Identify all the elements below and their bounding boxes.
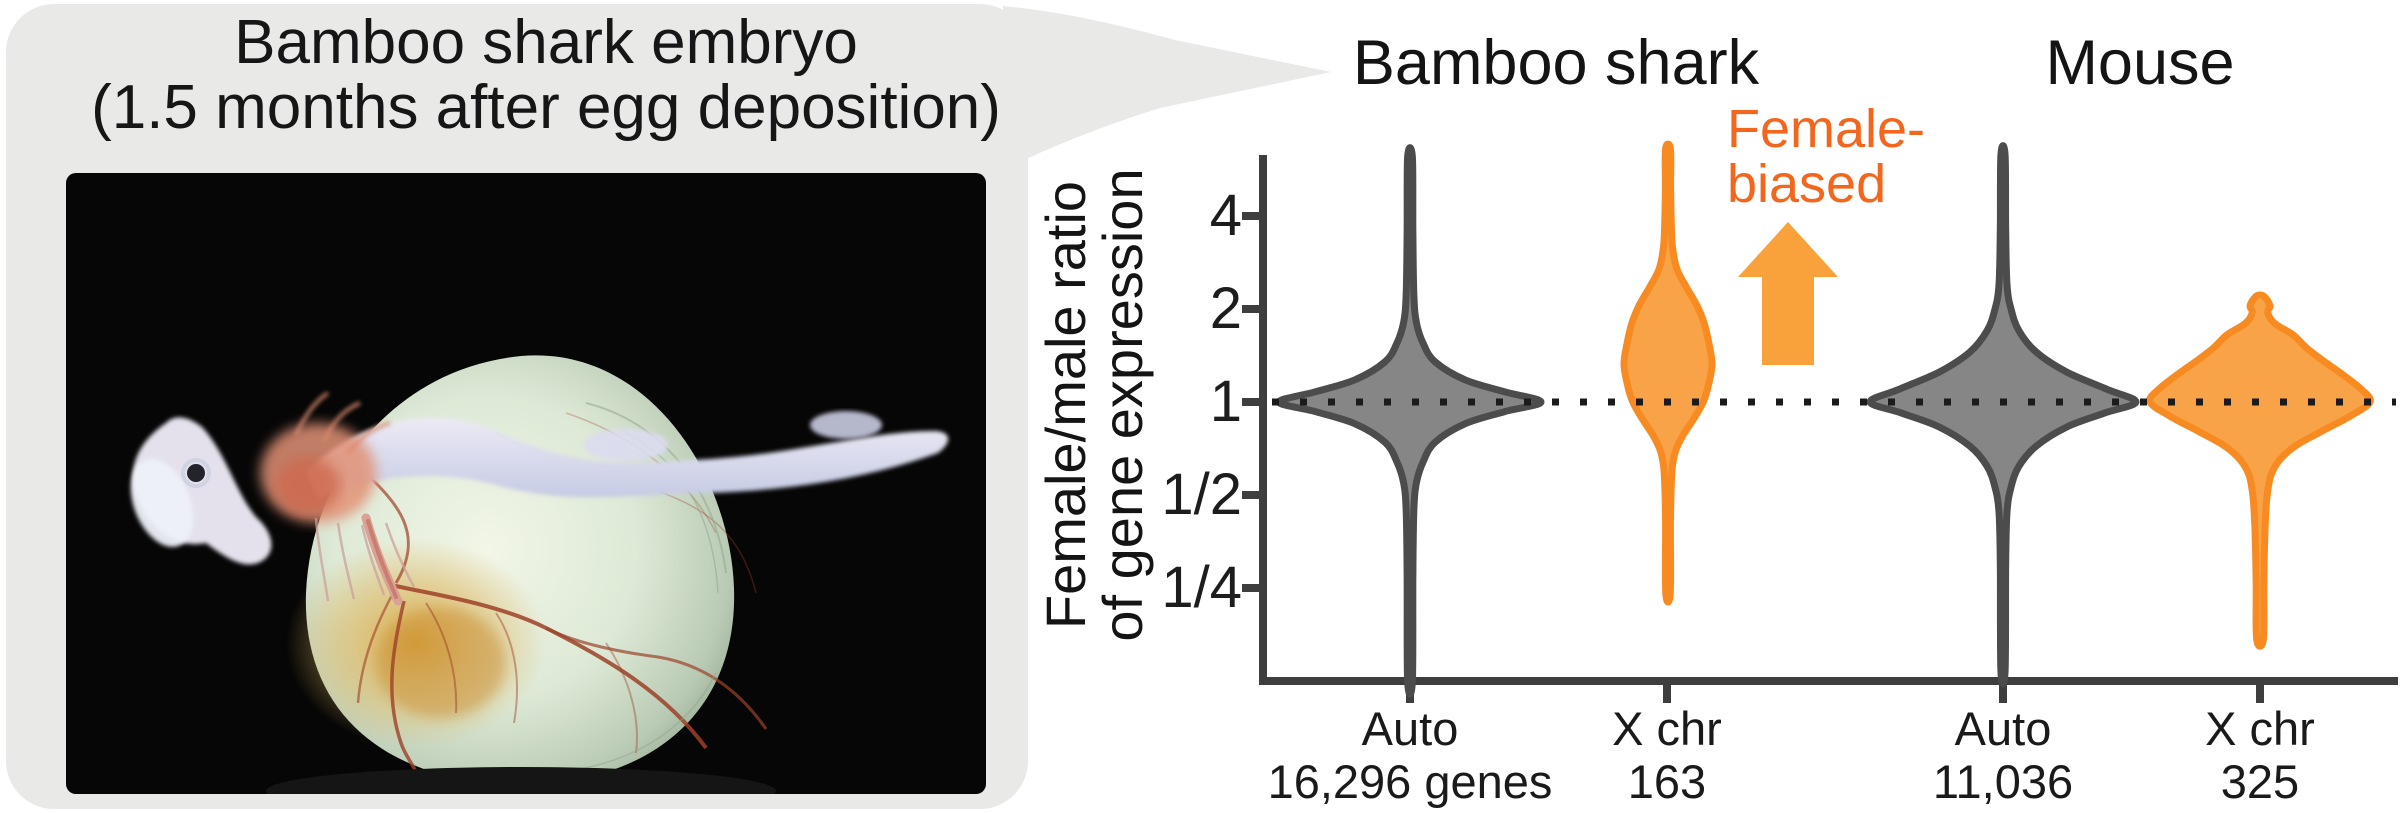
chart-title-mouse: Mouse: [2045, 28, 2235, 98]
yolk-stalk-vessel: [366, 519, 398, 599]
bamboo-shark-embryo-photo: [66, 173, 986, 794]
x-label-mouse-auto: Auto 11,036: [1773, 702, 2233, 808]
egg-veins: [356, 412, 768, 778]
y-tick-label-4: 4: [1209, 183, 1242, 248]
bubble-title-line2: (1.5 months after egg deposition): [91, 73, 1001, 142]
female-biased-arrow: [1738, 222, 1838, 365]
violin-mouse-xchr: [2146, 291, 2374, 650]
x-label-count: 163: [1627, 755, 1707, 808]
violin-mouse-auto: [1866, 142, 2140, 688]
y-tick-label-half: 1/2: [1161, 462, 1242, 527]
x-label-bamboo-xchr: X chr 163: [1437, 702, 1897, 808]
dorsal-fin-bump-1: [584, 429, 668, 461]
y-axis-label: Female/male ratio of gene expression: [1034, 85, 1155, 725]
x-label-count: 16,296 genes: [1267, 755, 1553, 808]
y-axis-ticks: [1242, 212, 1263, 592]
y-axis-label-line2: of gene expression: [1091, 168, 1154, 642]
female-biased-label: Female- biased: [1727, 102, 1925, 212]
y-tick-label-2: 2: [1209, 276, 1242, 341]
embryo-snout: [130, 459, 194, 547]
x-label-category: X chr: [1612, 702, 1722, 755]
y-tick-label-quarter: 1/4: [1161, 555, 1242, 620]
bubble-title: Bamboo shark embryo (1.5 months after eg…: [0, 10, 1092, 140]
female-biased-line1: Female-: [1727, 99, 1926, 159]
egg-reflection: [266, 767, 776, 794]
x-label-count: 325: [2220, 755, 2300, 808]
x-label-bamboo-auto: Auto 16,296 genes: [1180, 702, 1640, 808]
gill-tufts-core: [276, 457, 340, 513]
x-label-category: X chr: [2205, 702, 2315, 755]
gill-filaments-hanging: [314, 517, 416, 602]
gill-filaments-top: [294, 391, 391, 455]
x-label-count: 11,036: [1932, 755, 2074, 808]
x-label-category: Auto: [1954, 702, 2052, 755]
y-axis-label-line1: Female/male ratio: [1034, 180, 1097, 630]
bubble-title-line1: Bamboo shark embryo: [234, 8, 858, 77]
violin-group: [1275, 140, 2374, 698]
female-biased-line2: biased: [1727, 154, 1887, 214]
embryo-eye: [187, 464, 205, 482]
embryo-eye-ring: [181, 458, 211, 488]
x-axis-ticks: [1406, 681, 2264, 703]
yolk-core: [376, 608, 506, 718]
violin-bamboo-xchr: [1620, 140, 1716, 606]
violin-bamboo-auto: [1275, 144, 1545, 698]
embryo-body: [130, 391, 949, 606]
dorsal-fin-bump-2: [810, 411, 882, 439]
x-label-mouse-xchr: X chr 325: [2030, 702, 2400, 808]
embryo-tail: [306, 417, 949, 498]
x-label-category: Auto: [1361, 702, 1459, 755]
chart-title-bamboo-shark: Bamboo shark: [1352, 28, 1760, 98]
y-tick-label-1: 1: [1209, 369, 1242, 434]
